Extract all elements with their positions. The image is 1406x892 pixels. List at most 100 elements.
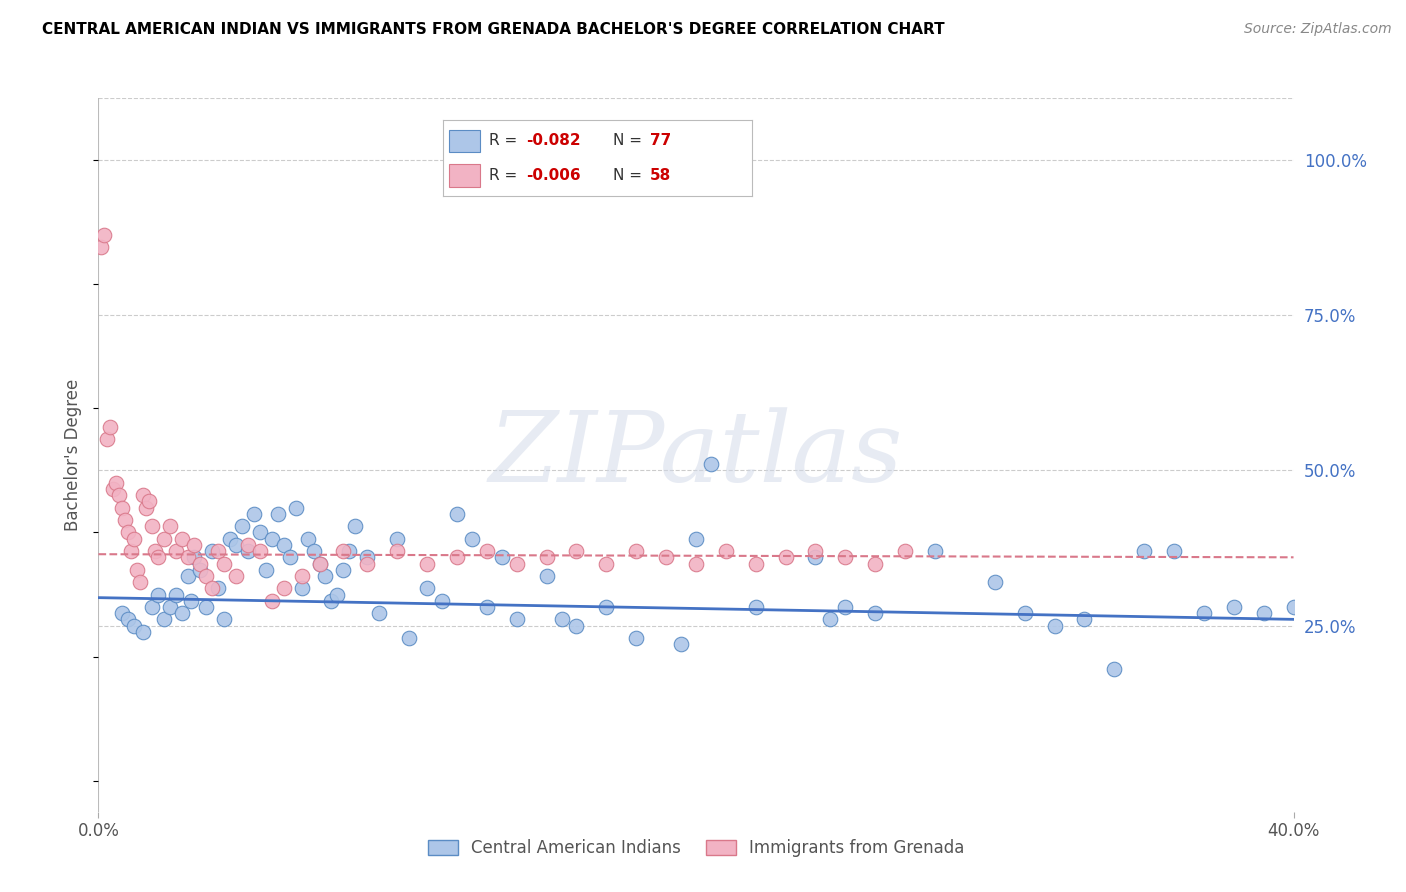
Point — [398, 631, 420, 645]
Point — [159, 519, 181, 533]
Point — [183, 538, 205, 552]
Point — [446, 550, 468, 565]
Point — [117, 525, 139, 540]
Point — [894, 544, 917, 558]
Point — [108, 488, 131, 502]
Point — [626, 544, 648, 558]
Point — [332, 563, 354, 577]
Point — [143, 544, 166, 558]
Point — [212, 557, 235, 571]
Point — [231, 519, 253, 533]
Bar — [449, 129, 479, 153]
Point — [183, 550, 205, 565]
Point — [177, 550, 200, 565]
Point — [924, 544, 946, 558]
Text: 77: 77 — [650, 134, 672, 148]
Point — [1163, 544, 1185, 558]
Point — [655, 550, 678, 565]
Point — [127, 563, 149, 577]
Point — [745, 599, 768, 614]
Point — [536, 569, 558, 583]
Point — [105, 475, 128, 490]
Point — [165, 588, 187, 602]
Point — [103, 482, 125, 496]
Point — [685, 532, 707, 546]
Text: R =: R = — [489, 134, 517, 148]
Point — [1298, 612, 1320, 626]
Point — [111, 500, 134, 515]
Text: -0.006: -0.006 — [526, 169, 581, 183]
Point — [714, 544, 737, 558]
Point — [626, 631, 648, 645]
Point — [132, 624, 155, 639]
Point — [207, 544, 229, 558]
Point — [775, 550, 797, 565]
Point — [260, 593, 283, 607]
Point — [430, 593, 453, 607]
Point — [267, 507, 290, 521]
Point — [863, 606, 887, 620]
Text: N =: N = — [613, 169, 643, 183]
Point — [804, 544, 827, 558]
Point — [207, 582, 229, 596]
Point — [290, 582, 312, 596]
Bar — [449, 164, 479, 187]
Point — [308, 557, 330, 571]
Text: Source: ZipAtlas.com: Source: ZipAtlas.com — [1244, 22, 1392, 37]
Point — [114, 513, 136, 527]
Point — [225, 569, 247, 583]
Point — [141, 519, 163, 533]
Point — [249, 525, 271, 540]
Point — [834, 550, 856, 565]
Point — [326, 588, 349, 602]
Point — [332, 544, 354, 558]
Point — [506, 612, 529, 626]
Point — [254, 563, 277, 577]
Point — [141, 599, 163, 614]
Point — [138, 494, 160, 508]
Point — [290, 569, 312, 583]
Point — [1222, 599, 1246, 614]
Point — [302, 544, 325, 558]
Point — [1102, 662, 1125, 676]
Point — [273, 538, 295, 552]
Text: -0.082: -0.082 — [526, 134, 581, 148]
Text: R =: R = — [489, 169, 517, 183]
Point — [475, 599, 498, 614]
Point — [124, 532, 146, 546]
Point — [344, 519, 367, 533]
Point — [129, 575, 152, 590]
Point — [385, 532, 409, 546]
Point — [1133, 544, 1156, 558]
Point — [148, 550, 170, 565]
Text: 58: 58 — [650, 169, 672, 183]
Point — [1192, 606, 1215, 620]
Point — [1253, 606, 1275, 620]
Point — [132, 488, 155, 502]
Point — [236, 544, 259, 558]
Point — [446, 507, 468, 521]
Point — [188, 563, 211, 577]
Point — [90, 240, 112, 254]
Point — [745, 557, 768, 571]
Point — [159, 599, 181, 614]
Point — [111, 606, 134, 620]
Y-axis label: Bachelor's Degree: Bachelor's Degree — [65, 379, 83, 531]
Point — [236, 538, 259, 552]
Point — [260, 532, 283, 546]
Point — [804, 550, 827, 565]
Point — [565, 544, 588, 558]
Point — [339, 544, 360, 558]
Point — [195, 569, 218, 583]
Point — [219, 532, 242, 546]
Point — [117, 612, 139, 626]
Point — [195, 599, 218, 614]
Point — [297, 532, 319, 546]
Point — [188, 557, 211, 571]
Point — [225, 538, 247, 552]
Point — [308, 557, 330, 571]
Point — [172, 606, 194, 620]
Point — [100, 420, 122, 434]
Point — [461, 532, 484, 546]
Legend: Central American Indians, Immigrants from Grenada: Central American Indians, Immigrants fro… — [420, 833, 972, 864]
